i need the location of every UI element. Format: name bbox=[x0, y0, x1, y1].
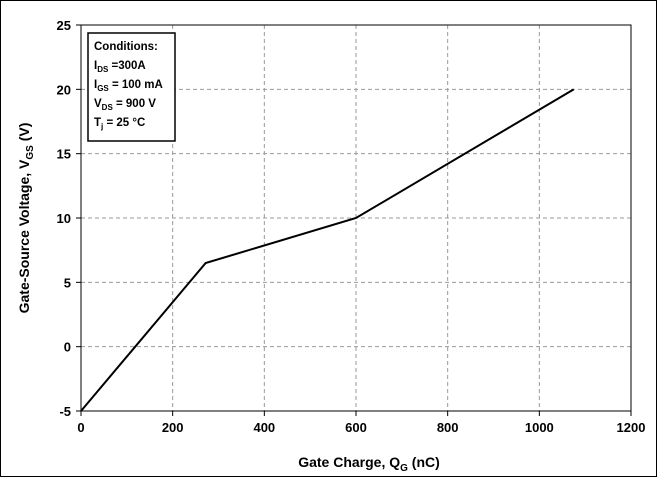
y-tick-label: 10 bbox=[57, 211, 71, 226]
x-tick-label: 800 bbox=[437, 420, 459, 435]
x-tick-label: 200 bbox=[162, 420, 184, 435]
condition-ids: IDS =300A bbox=[94, 60, 146, 74]
x-tick-label: 600 bbox=[345, 420, 367, 435]
x-tick-label: 400 bbox=[253, 420, 275, 435]
y-axis-label: Gate-Source Voltage, VGS (V) bbox=[16, 123, 36, 314]
y-tick-label: 0 bbox=[64, 340, 71, 355]
condition-igs: IGS = 100 mA bbox=[94, 79, 163, 93]
y-tick-label: 25 bbox=[57, 18, 71, 33]
x-tick-label: 1200 bbox=[617, 420, 646, 435]
y-tick-label: 20 bbox=[57, 82, 71, 97]
y-tick-label: 15 bbox=[57, 147, 71, 162]
condition-tj: Tj = 25 °C bbox=[94, 117, 145, 131]
conditions-box: Conditions: IDS =300A IGS = 100 mA VDS =… bbox=[87, 32, 176, 142]
x-tick-label: 1000 bbox=[525, 420, 554, 435]
x-axis-label: Gate Charge, QG (nC) bbox=[298, 454, 440, 474]
y-tick-label: 5 bbox=[64, 275, 71, 290]
x-tick-label: 0 bbox=[77, 420, 84, 435]
condition-vds: VDS = 900 V bbox=[94, 98, 156, 112]
conditions-title: Conditions: bbox=[94, 41, 158, 53]
y-tick-label: -5 bbox=[59, 404, 71, 419]
series-line bbox=[80, 88, 575, 412]
